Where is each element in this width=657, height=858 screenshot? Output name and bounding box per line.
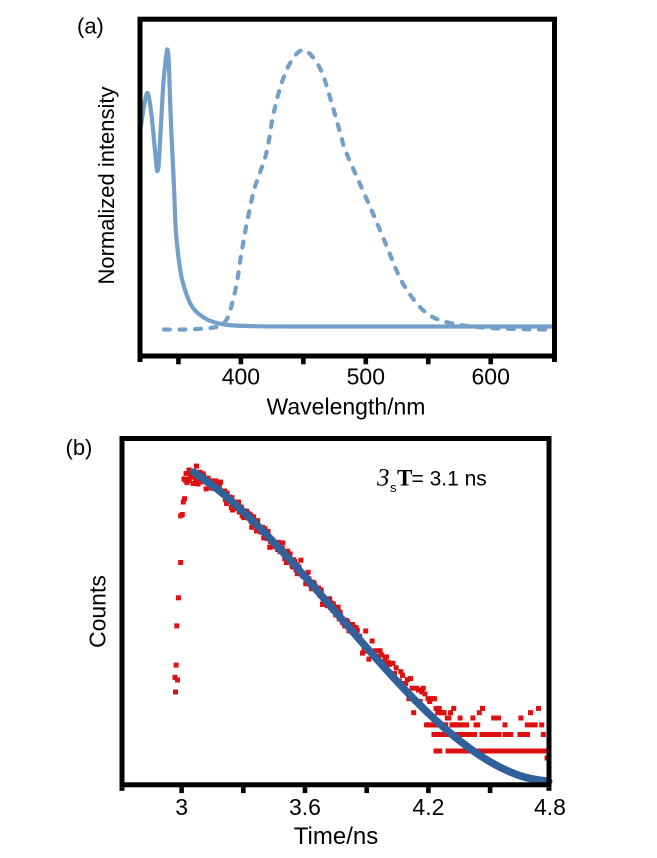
svg-text:4.8: 4.8 <box>534 794 566 820</box>
svg-text:(a): (a) <box>77 13 104 38</box>
svg-text:3: 3 <box>175 794 188 820</box>
svg-text:3: 3 <box>376 465 390 492</box>
svg-text:Counts: Counts <box>85 575 111 648</box>
svg-text:500: 500 <box>347 364 385 390</box>
svg-text:400: 400 <box>222 364 260 390</box>
svg-text:(b): (b) <box>66 435 93 460</box>
svg-text:3.6: 3.6 <box>289 794 321 820</box>
svg-text:600: 600 <box>472 364 510 390</box>
svg-text:= 3.1 ns: = 3.1 ns <box>412 468 487 491</box>
svg-text:T: T <box>397 466 412 491</box>
svg-text:4.2: 4.2 <box>412 794 444 820</box>
svg-text:Time/ns: Time/ns <box>294 823 378 850</box>
svg-text:Normalized intensity: Normalized intensity <box>94 86 119 284</box>
svg-text:Wavelength/nm: Wavelength/nm <box>267 394 426 420</box>
svg-text:s: s <box>390 480 397 495</box>
